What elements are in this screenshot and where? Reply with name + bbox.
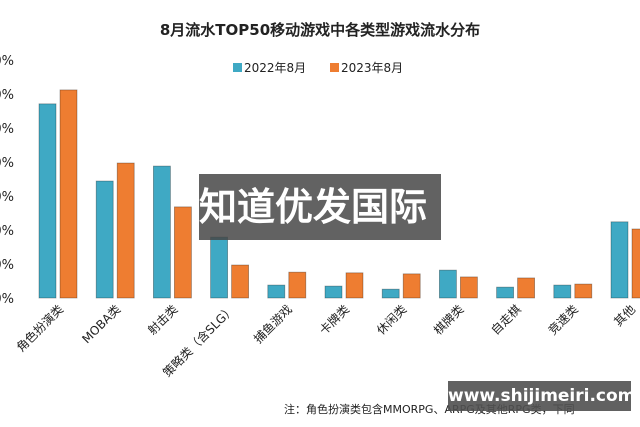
x-tick-label: 捕鱼游戏 [250,302,295,347]
watermark-site: www.shijimeiri.com [448,381,635,411]
bar-2023 [517,277,535,299]
y-tick-label: 10% [0,258,14,273]
bar-2023 [116,162,135,299]
y-tick-label: 70% [0,54,14,69]
x-tick-label: 竞速类 [546,302,581,337]
y-tick-label: 30% [0,190,14,205]
chart-title: 8月流水TOP50移动游戏中各类型游戏流水分布 [160,21,480,39]
bar-2023 [345,272,364,299]
bar-2022 [324,285,343,299]
y-tick-label: 20% [0,224,14,239]
x-tick-label: 角色扮演类 [13,302,66,355]
bar-2022 [95,180,114,299]
bar-2023 [402,273,421,299]
legend-swatch-2022 [233,63,242,72]
bar-2022 [38,103,57,299]
bar-2023 [459,276,478,299]
y-tick-label: 50% [0,122,14,137]
x-tick-label: 棋牌类 [431,302,466,337]
watermark-overlay: 知道优发国际 [199,174,441,240]
legend-label-2022: 2022年8月 [244,61,306,75]
bar-2022 [152,165,171,299]
bar-2022 [610,221,629,299]
y-tick-label: 0% [0,292,14,307]
y-tick-label: 60% [0,88,14,103]
x-tick-label: 其他 [611,302,638,329]
bar-2023 [173,206,192,299]
x-tick-label: 卡牌类 [317,302,352,337]
bar-2023 [288,271,307,299]
x-tick-label: MOBA类 [79,302,123,346]
bar-2022 [381,288,400,299]
bar-2023 [231,264,250,299]
bar-2022 [496,286,515,299]
y-tick-label: 40% [0,156,14,171]
x-tick-label: 自走棋 [488,302,523,337]
bar-2022 [553,284,572,299]
x-tick-label: 射击类 [144,302,180,338]
bar-2023 [631,228,640,299]
legend-swatch-2023 [330,63,339,72]
bar-2023 [574,283,593,299]
bar-2022 [438,269,457,299]
legend: 2022年8月 2023年8月 [233,61,403,75]
bar-2022 [267,284,286,299]
legend-label-2023: 2023年8月 [341,61,403,75]
bar-2022 [210,236,229,299]
x-tick-label: 休闲类 [374,302,409,337]
bar-2023 [59,89,78,299]
